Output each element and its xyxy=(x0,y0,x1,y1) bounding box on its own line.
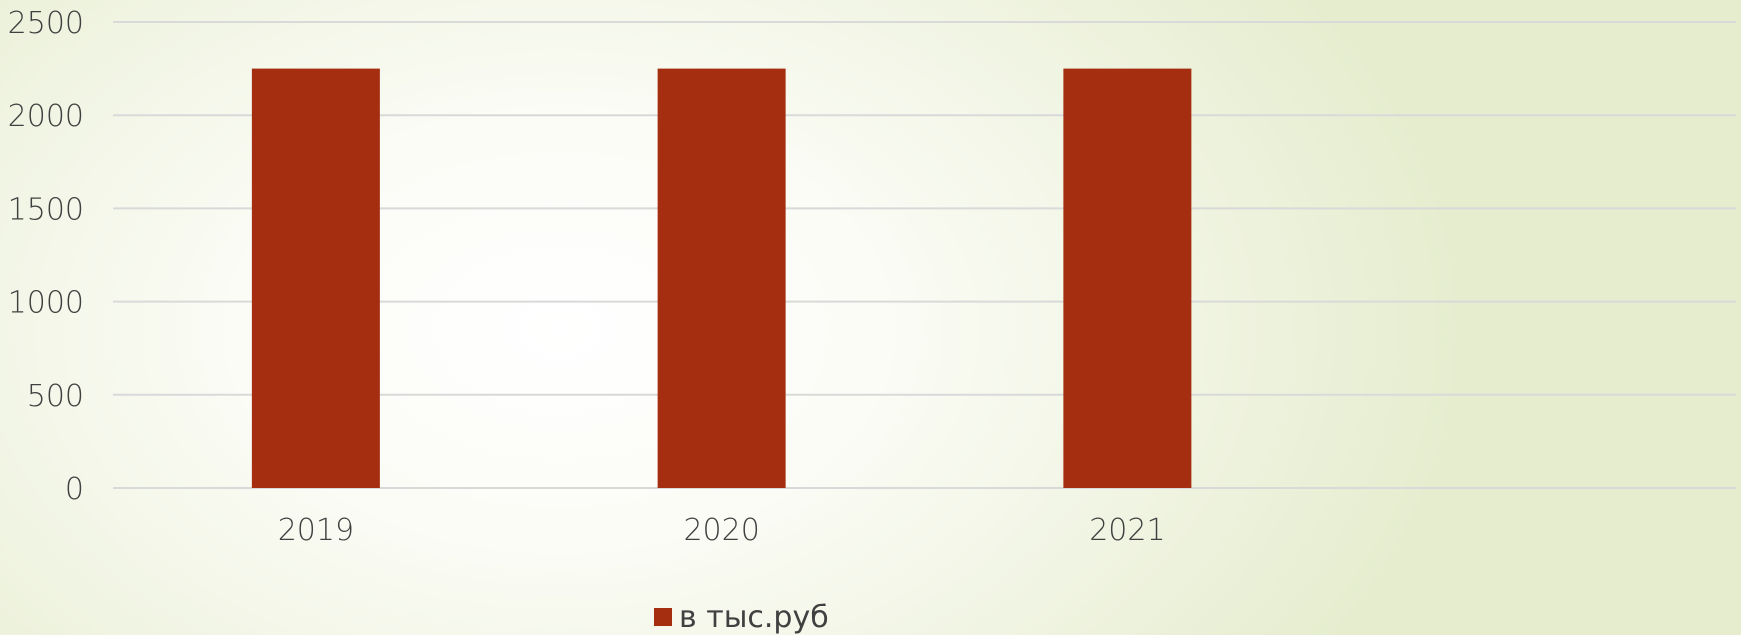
y-axis-tick-labels: 0 500 1000 1500 2000 2500 xyxy=(8,6,84,507)
y-tick-label: 1500 xyxy=(8,192,84,227)
gridlines xyxy=(113,21,1736,489)
y-tick-label: 2000 xyxy=(8,99,84,134)
bars xyxy=(251,68,1192,488)
x-tick-label: 2021 xyxy=(1089,513,1165,548)
legend-swatch xyxy=(654,608,672,626)
x-tick-label: 2020 xyxy=(683,513,759,548)
bar-2019[interactable] xyxy=(251,68,380,488)
legend[interactable]: в тыс.руб xyxy=(654,600,829,635)
y-tick-label: 500 xyxy=(27,379,84,414)
y-tick-label: 1000 xyxy=(8,286,84,321)
bar-2020[interactable] xyxy=(657,68,786,488)
legend-label: в тыс.руб xyxy=(679,600,829,635)
bar-2021[interactable] xyxy=(1063,68,1192,488)
x-tick-label: 2019 xyxy=(278,513,354,548)
y-tick-label: 0 xyxy=(65,472,84,507)
y-tick-label: 2500 xyxy=(8,6,84,41)
x-axis-tick-labels: 2019 2020 2021 xyxy=(278,513,1166,548)
